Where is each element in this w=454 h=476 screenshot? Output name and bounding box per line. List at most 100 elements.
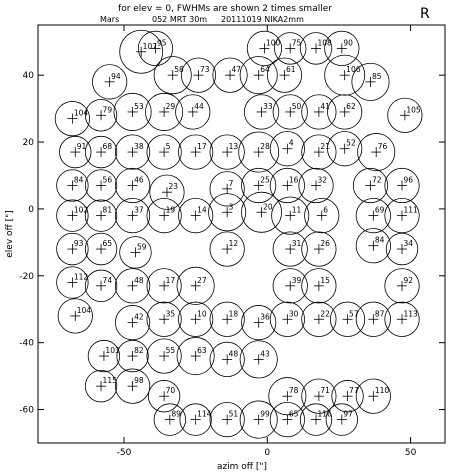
beam-label: 21 [320,142,330,151]
beam-point: 71 [301,378,337,414]
beam-label: 110 [375,386,390,395]
beam-circle [384,301,420,337]
beam-point: 107 [119,29,164,74]
beam-point: 7 [209,171,245,207]
beam-circle [355,198,391,234]
beam-label: 39 [292,276,302,285]
beam-point: 62 [327,94,363,130]
beam-point: 95 [137,30,174,67]
beam-circle [56,169,89,202]
beam-circle [113,92,152,131]
beam-point: 106 [324,54,366,96]
beam-point: 34 [385,232,419,266]
beam-label: 35 [166,309,176,318]
beam-circle [175,94,211,130]
beam-circle [114,268,151,304]
beam-point: 12 [209,231,245,267]
beam-point: 114 [179,403,212,436]
beam-circle [153,56,192,95]
beam-circle [56,199,89,232]
beam-label: 92 [404,276,414,285]
beam-label: 103 [105,346,120,355]
y-tick-label: 40 [23,71,35,81]
beam-circle [56,232,89,266]
beam-point: 89 [153,403,187,436]
beam-circle [87,339,121,373]
beam-point: 55 [146,338,182,374]
beam-circle [299,403,333,436]
y-tick-label: -40 [19,339,34,349]
beam-label: 10 [197,309,207,318]
beam-point: 92 [384,268,420,304]
beam-point: 69 [355,198,391,234]
beam-circle [274,32,307,65]
beam-point: 37 [114,198,151,234]
beam-label: 27 [197,276,207,285]
beam-point: 65 [269,401,305,438]
beam-label: 28 [260,142,270,151]
beam-circle [239,56,278,95]
beam-point: 35 [146,301,182,337]
y-tick-label: -60 [19,406,34,416]
beam-label: 18 [229,309,239,318]
beam-point: 102 [56,199,89,232]
beam-point: 64 [239,56,278,95]
beam-circle [146,268,182,304]
beam-point: 17 [178,134,214,170]
beam-point: 30 [269,301,305,337]
beam-point: 111 [384,198,420,234]
beam-circle [301,268,337,304]
beam-label: 70 [166,386,176,395]
beam-label: 13 [229,142,239,151]
beam-label: 56 [103,176,113,185]
beam-label: 34 [404,239,414,248]
beam-circle [146,338,182,374]
beam-point: 77 [331,380,364,413]
beam-point: 11 [271,196,310,235]
beam-label: 116 [318,410,333,419]
beam-label: 48 [134,276,144,285]
beam-circle [238,131,280,173]
beam-label: 17 [166,276,176,285]
beam-point: 47 [212,57,248,93]
beam-label: 69 [375,206,385,215]
beam-label: 90 [343,38,353,47]
beam-circle [269,301,305,337]
beam-label: 36 [260,313,270,322]
beam-label: 96 [404,176,414,185]
beam-point: 6 [304,198,340,234]
beam-point: 99 [239,400,278,439]
beam-label: 6 [323,206,328,215]
beam-circle [269,131,305,167]
beam-point: 48 [114,268,151,304]
chart-run: 20111019 NIKA2mm [221,15,304,24]
beam-label: 97 [343,410,353,419]
beam-label: 74 [103,276,113,285]
beam-label: 84 [375,236,385,245]
beam-circle [209,134,245,170]
beam-label: 37 [134,206,144,215]
beam-circle [146,198,182,234]
beam-point: 112 [56,266,89,299]
beam-point: 113 [384,301,420,337]
beam-circle [355,301,391,337]
plot-frame [37,24,446,444]
beam-point: 115 [84,369,118,403]
beam-circle [178,301,214,337]
beam-point: 104 [57,298,93,334]
beam-circle [178,134,214,170]
beam-circle [243,94,280,130]
beam-circle [119,236,152,269]
beam-label: 58 [174,65,184,74]
beam-label: 104 [74,109,89,118]
beam-label: 68 [103,142,113,151]
beam-label: 51 [229,410,239,419]
beam-label: 79 [103,105,113,114]
beam-label: 108 [318,38,333,47]
beam-circle [114,305,151,341]
beam-point: 41 [301,94,337,130]
beam-circle [208,193,247,232]
beam-label: 64 [260,65,270,74]
beam-label: 5 [166,142,171,151]
